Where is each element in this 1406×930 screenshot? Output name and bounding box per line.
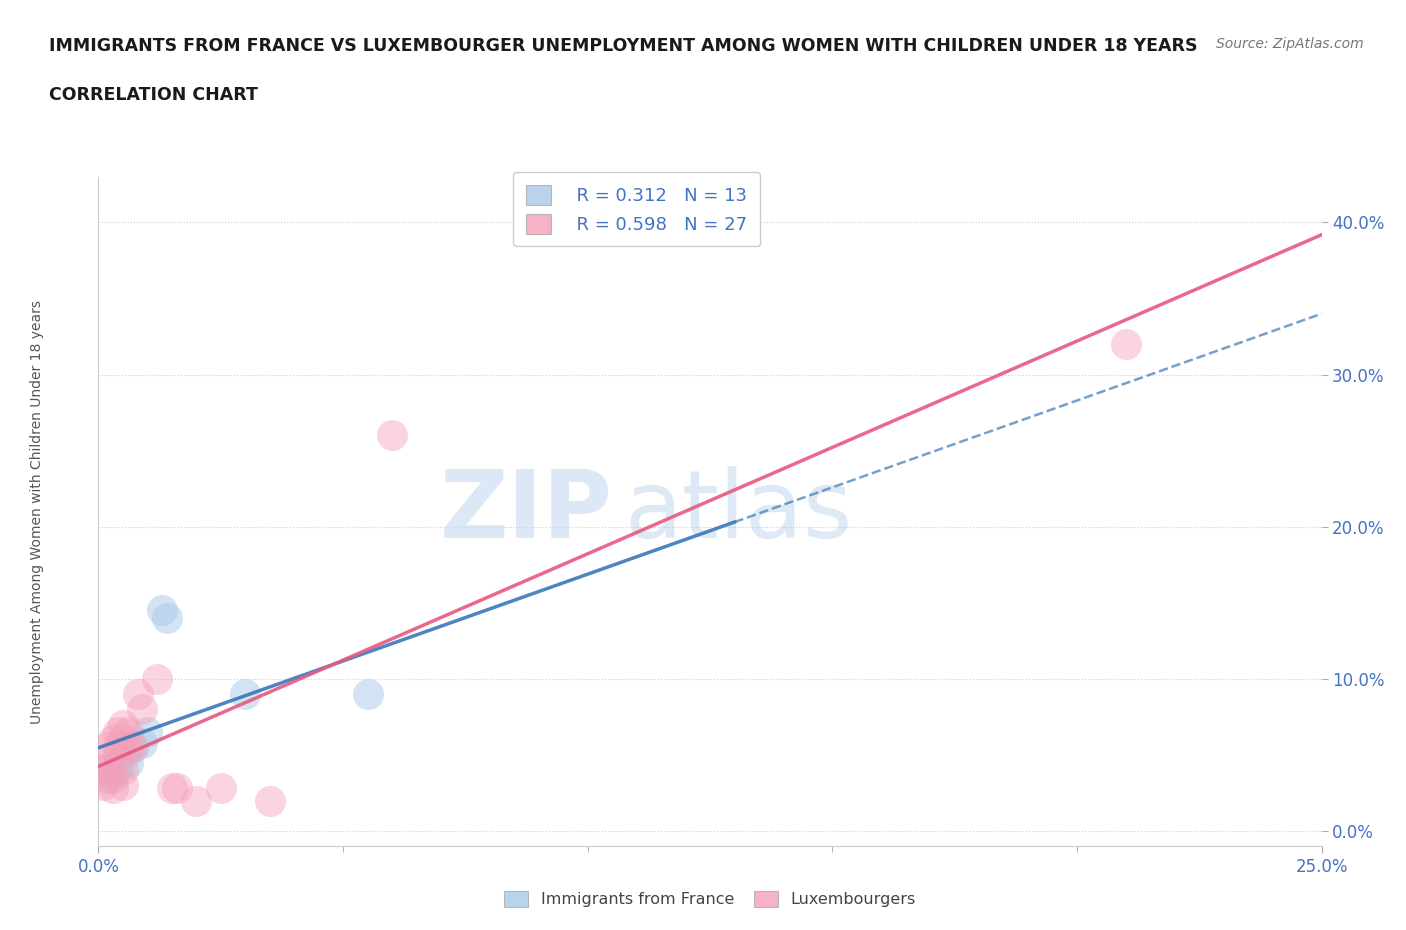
Text: CORRELATION CHART: CORRELATION CHART [49,86,259,103]
Point [121,740,143,755]
Text: Unemployment Among Women with Children Under 18 years: Unemployment Among Women with Children U… [31,299,44,724]
Point [111,763,134,777]
Point [97,740,120,755]
Point [107,760,129,775]
Point [127,686,149,701]
Point [166,781,188,796]
Point [111,748,134,763]
Point [97,770,120,785]
Point [101,732,124,747]
Point [156,611,179,626]
Point [111,778,134,793]
Point [117,724,139,739]
Point [97,755,120,770]
Text: IMMIGRANTS FROM FRANCE VS LUXEMBOURGER UNEMPLOYMENT AMONG WOMEN WITH CHILDREN UN: IMMIGRANTS FROM FRANCE VS LUXEMBOURGER U… [49,37,1198,55]
Point [91,763,114,777]
Point [356,686,378,701]
Point [101,770,124,785]
Point [111,732,134,747]
Point [121,740,143,755]
Text: Source: ZipAtlas.com: Source: ZipAtlas.com [1216,37,1364,51]
Point [91,763,114,777]
Point [160,781,183,796]
Point [107,724,129,739]
Point [101,781,124,796]
Point [1115,337,1137,352]
Point [150,603,173,618]
Point [111,717,134,732]
Point [91,778,114,793]
Text: ZIP: ZIP [439,466,612,557]
Legend: Immigrants from France, Luxembourgers: Immigrants from France, Luxembourgers [496,883,924,915]
Point [117,740,139,755]
Point [209,781,232,796]
Point [131,702,153,717]
Point [101,765,124,780]
Point [259,793,281,808]
Point [107,740,129,755]
Point [117,755,139,770]
Text: atlas: atlas [624,466,852,557]
Point [146,671,169,686]
Point [131,736,153,751]
Point [107,748,129,763]
Point [136,724,159,739]
Point [381,428,404,443]
Point [233,686,256,701]
Point [186,793,208,808]
